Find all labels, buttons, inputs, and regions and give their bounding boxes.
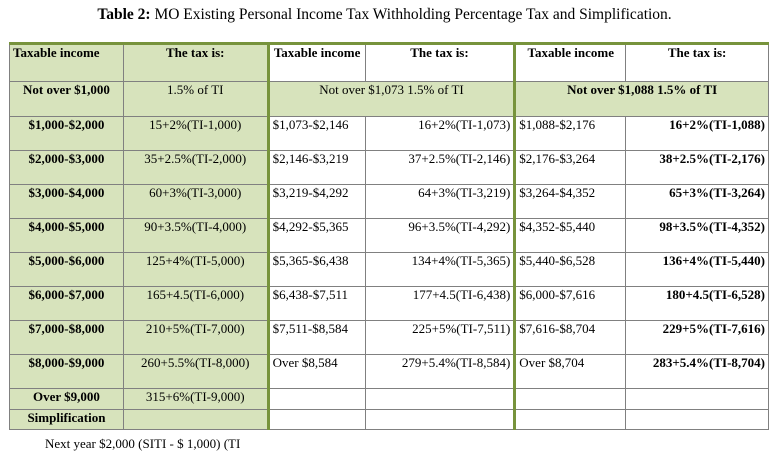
p1-tax-cell: 279+5.4%(TI-8,584) (364, 354, 516, 389)
p2-tax-cell: 136+4%(TI-5,440) (625, 252, 769, 287)
existing-income-cell: Not over $1,000 (9, 81, 124, 117)
header-p1-income: Taxable income (266, 42, 366, 82)
header-p2-tax: The tax is: (625, 42, 769, 82)
p2-income-cell: $5,440-$6,528 (513, 252, 627, 287)
simplification-empty-cell (625, 409, 769, 430)
existing-tax-cell: 165+4.5(TI-6,000) (122, 286, 269, 321)
p2-tax-cell: 283+5.4%(TI-8,704) (625, 354, 769, 389)
caption-label: Table 2: (97, 6, 151, 23)
p1-income-cell (266, 388, 366, 410)
p1-income-cell: $7,511-$8,584 (266, 320, 366, 355)
table-header-row: Taxable income The tax is: Taxable incom… (9, 42, 769, 82)
p1-tax-cell: 16+2%(TI-1,073) (364, 116, 516, 151)
table-row: $2,000-$3,000 35+2.5%(TI-2,000) $2,146-$… (9, 150, 769, 185)
p1-income-cell: $6,438-$7,511 (266, 286, 366, 321)
existing-tax-cell: 90+3.5%(TI-4,000) (122, 218, 269, 253)
simplification-row: Simplification (9, 409, 769, 430)
p1-tax-cell: 96+3.5%(TI-4,292) (364, 218, 516, 253)
tax-table: Taxable income The tax is: Taxable incom… (9, 42, 769, 430)
p1-income-cell: $5,365-$6,438 (266, 252, 366, 287)
table-row: $1,000-$2,000 15+2%(TI-1,000) $1,073-$2,… (9, 116, 769, 151)
existing-tax-cell: 125+4%(TI-5,000) (122, 252, 269, 287)
simplification-label: Simplification (9, 409, 124, 430)
existing-income-cell: $5,000-$6,000 (9, 252, 124, 287)
p1-tax-cell: 37+2.5%(TI-2,146) (364, 150, 516, 185)
existing-tax-cell: 210+5%(TI-7,000) (122, 320, 269, 355)
table-row: $3,000-$4,000 60+3%(TI-3,000) $3,219-$4,… (9, 184, 769, 219)
header-existing-income: Taxable income (9, 42, 124, 82)
table-caption: Table 2: MO Existing Personal Income Tax… (0, 6, 769, 24)
existing-income-cell: $8,000-$9,000 (9, 354, 124, 389)
table-row: $5,000-$6,000 125+4%(TI-5,000) $5,365-$6… (9, 252, 769, 287)
p2-income-cell: $4,352-$5,440 (513, 218, 627, 253)
p1-income-cell: $4,292-$5,365 (266, 218, 366, 253)
existing-tax-cell: 15+2%(TI-1,000) (122, 116, 269, 151)
p1-tax-cell: 134+4%(TI-5,365) (364, 252, 516, 287)
p1-tax-cell (364, 388, 516, 410)
p2-income-cell: $1,088-$2,176 (513, 116, 627, 151)
p1-income-cell: $1,073-$2,146 (266, 116, 366, 151)
existing-income-cell: $6,000-$7,000 (9, 286, 124, 321)
p2-tax-cell: 16+2%(TI-1,088) (625, 116, 769, 151)
existing-income-cell: $7,000-$8,000 (9, 320, 124, 355)
table-row: $7,000-$8,000 210+5%(TI-7,000) $7,511-$8… (9, 320, 769, 355)
table-row: $4,000-$5,000 90+3.5%(TI-4,000) $4,292-$… (9, 218, 769, 253)
p1-tax-cell: 64+3%(TI-3,219) (364, 184, 516, 219)
existing-income-cell: $1,000-$2,000 (9, 116, 124, 151)
p2-income-cell: $2,176-$3,264 (513, 150, 627, 185)
p1-merged-cell: Not over $1,073 1.5% of TI (266, 81, 516, 117)
simplification-empty-cell (122, 409, 269, 430)
existing-income-cell: $2,000-$3,000 (9, 150, 124, 185)
existing-tax-cell: 260+5.5%(TI-8,000) (122, 354, 269, 389)
existing-income-cell: $3,000-$4,000 (9, 184, 124, 219)
table-row: $8,000-$9,000 260+5.5%(TI-8,000) Over $8… (9, 354, 769, 389)
p2-income-cell: $6,000-$7,616 (513, 286, 627, 321)
p2-tax-cell: 38+2.5%(TI-2,176) (625, 150, 769, 185)
p2-income-cell (513, 388, 627, 410)
p2-tax-cell (625, 388, 769, 410)
p2-merged-cell: Not over $1,088 1.5% of TI (513, 81, 769, 117)
p2-income-cell: $3,264-$4,352 (513, 184, 627, 219)
existing-tax-cell: 35+2.5%(TI-2,000) (122, 150, 269, 185)
caption-text: MO Existing Personal Income Tax Withhold… (154, 6, 672, 23)
p2-tax-cell: 65+3%(TI-3,264) (625, 184, 769, 219)
existing-income-cell: $4,000-$5,000 (9, 218, 124, 253)
simplification-empty-cell (266, 409, 366, 430)
header-p1-tax: The tax is: (364, 42, 516, 82)
p2-tax-cell: 98+3.5%(TI-4,352) (625, 218, 769, 253)
table-row: Over $9,000 315+6%(TI-9,000) (9, 388, 769, 410)
simplification-empty-cell (364, 409, 516, 430)
existing-tax-cell: 1.5% of TI (122, 81, 269, 117)
existing-income-cell: Over $9,000 (9, 388, 124, 410)
header-existing-tax: The tax is: (122, 42, 269, 82)
p1-income-cell: $2,146-$3,219 (266, 150, 366, 185)
existing-tax-cell: 60+3%(TI-3,000) (122, 184, 269, 219)
p1-income-cell: Over $8,584 (266, 354, 366, 389)
p2-income-cell: $7,616-$8,704 (513, 320, 627, 355)
p2-income-cell: Over $8,704 (513, 354, 627, 389)
table-row: Not over $1,000 1.5% of TI Not over $1,0… (9, 81, 769, 117)
cut-off-footer-text: Next year $2,000 (SITI - $ 1,000) (TI (45, 436, 241, 451)
table-row: $6,000-$7,000 165+4.5(TI-6,000) $6,438-$… (9, 286, 769, 321)
p2-tax-cell: 180+4.5(TI-6,528) (625, 286, 769, 321)
p1-tax-cell: 225+5%(TI-7,511) (364, 320, 516, 355)
header-p2-income: Taxable income (513, 42, 627, 82)
p1-tax-cell: 177+4.5(TI-6,438) (364, 286, 516, 321)
p2-tax-cell: 229+5%(TI-7,616) (625, 320, 769, 355)
simplification-empty-cell (513, 409, 627, 430)
existing-tax-cell: 315+6%(TI-9,000) (122, 388, 269, 410)
p1-income-cell: $3,219-$4,292 (266, 184, 366, 219)
